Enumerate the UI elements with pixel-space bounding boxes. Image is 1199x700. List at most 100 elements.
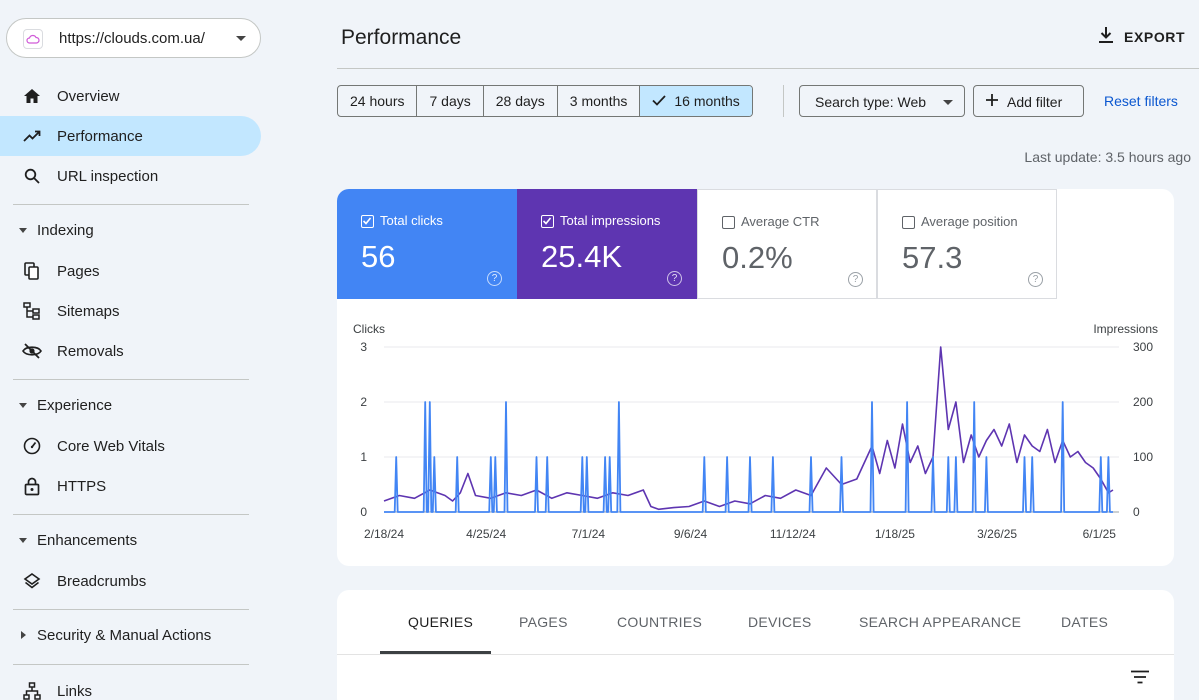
range-label: 16 months [674, 93, 740, 109]
metric-label: Total clicks [380, 213, 443, 228]
tab-search-appearance[interactable]: SEARCH APPEARANCE [859, 614, 1022, 630]
section-label: Indexing [37, 222, 94, 239]
range-24-hours[interactable]: 24 hours [338, 86, 418, 116]
sidebar-item-label: HTTPS [57, 478, 107, 495]
layers-icon [22, 571, 42, 591]
range-label: 7 days [429, 93, 471, 109]
section-label: Security & Manual Actions [37, 627, 212, 644]
section-security[interactable]: Security & Manual Actions [0, 618, 261, 654]
help-icon[interactable]: ? [487, 271, 502, 286]
section-indexing[interactable]: Indexing [0, 213, 261, 249]
sidebar-item-label: Sitemaps [57, 303, 120, 320]
add-filter-button[interactable]: Add filter [973, 85, 1084, 117]
help-icon[interactable]: ? [1028, 272, 1043, 287]
sidebar-item-label: Removals [57, 343, 124, 360]
divider [13, 609, 249, 610]
search-type-dropdown[interactable]: Search type: Web [799, 85, 965, 117]
x-tick-label: 7/1/24 [572, 527, 606, 541]
section-label: Experience [37, 397, 113, 414]
section-label: Enhancements [37, 532, 138, 549]
series-line-impressions [383, 346, 1114, 511]
checkbox[interactable] [902, 216, 915, 229]
divider [783, 85, 784, 117]
date-range-group: 24 hours 7 days 28 days 3 months 16 mont… [337, 85, 753, 117]
divider [337, 654, 1174, 655]
series-line-clicks [384, 401, 1113, 513]
help-icon[interactable]: ? [848, 272, 863, 287]
links-icon [22, 681, 42, 700]
sidebar-item-url-inspection[interactable]: URL inspection [0, 156, 261, 196]
checkbox[interactable] [722, 216, 735, 229]
x-tick-label: 6/1/25 [1083, 527, 1117, 541]
divider [13, 204, 249, 205]
x-tick-label: 1/18/25 [875, 527, 915, 541]
metric-label: Average position [921, 214, 1018, 229]
sidebar-item-breadcrumbs[interactable]: Breadcrumbs [0, 561, 261, 601]
plus-icon [985, 93, 999, 110]
dimension-tabs-card: QUERIES PAGES COUNTRIES DEVICES SEARCH A… [337, 590, 1174, 700]
sidebar-item-label: Performance [57, 128, 143, 145]
tab-queries[interactable]: QUERIES [408, 614, 474, 630]
collapse-arrow-icon [19, 538, 27, 543]
range-16-months[interactable]: 16 months [640, 86, 752, 116]
sidebar-item-sitemaps[interactable]: Sitemaps [0, 291, 261, 331]
search-type-label: Search type: Web [815, 94, 927, 110]
metric-total-impressions[interactable]: Total impressions 25.4K ? [517, 189, 697, 299]
sidebar-item-label: Pages [57, 263, 100, 280]
divider [13, 514, 249, 515]
divider [13, 664, 249, 665]
active-tab-indicator [380, 651, 491, 654]
y-left-axis-title: Clicks [353, 322, 385, 336]
expand-arrow-icon [21, 631, 26, 639]
help-icon[interactable]: ? [667, 271, 682, 286]
divider [13, 379, 249, 380]
property-selector[interactable]: https://clouds.com.ua/ [6, 18, 261, 58]
metric-total-clicks[interactable]: Total clicks 56 ? [337, 189, 517, 299]
range-3-months[interactable]: 3 months [558, 86, 641, 116]
y-left-tick-label: 0 [360, 505, 367, 519]
x-tick-label: 11/12/24 [770, 527, 816, 541]
x-tick-label: 2/18/24 [364, 527, 404, 541]
metric-average-position[interactable]: Average position 57.3 ? [877, 189, 1057, 299]
sidebar-item-pages[interactable]: Pages [0, 251, 261, 291]
metric-value: 57.3 [902, 240, 963, 275]
y-left-tick-label: 3 [360, 340, 367, 354]
section-enhancements[interactable]: Enhancements [0, 523, 261, 559]
checkbox[interactable] [541, 215, 554, 228]
x-tick-label: 4/25/24 [466, 527, 506, 541]
metric-average-ctr[interactable]: Average CTR 0.2% ? [697, 189, 877, 299]
section-experience[interactable]: Experience [0, 388, 261, 424]
chevron-down-icon [943, 100, 953, 105]
tab-devices[interactable]: DEVICES [748, 614, 812, 630]
metric-label: Average CTR [741, 214, 820, 229]
lock-icon [22, 476, 42, 496]
range-7-days[interactable]: 7 days [417, 86, 484, 116]
last-update-text: Last update: 3.5 hours ago [1024, 149, 1191, 165]
performance-chart-card: Total clicks 56 ? Total impressions 25.4… [337, 189, 1174, 566]
range-label: 28 days [495, 93, 545, 109]
x-tick-label: 3/26/25 [977, 527, 1017, 541]
metric-value: 25.4K [541, 239, 623, 274]
sidebar-item-core-web-vitals[interactable]: Core Web Vitals [0, 426, 261, 466]
sidebar-item-performance[interactable]: Performance [0, 116, 261, 156]
sidebar-item-overview[interactable]: Overview [0, 76, 261, 116]
metric-label: Total impressions [560, 213, 661, 228]
sidebar-item-removals[interactable]: Removals [0, 331, 261, 371]
search-icon [22, 166, 42, 186]
reset-filters-link[interactable]: Reset filters [1104, 93, 1178, 109]
tab-dates[interactable]: DATES [1061, 614, 1109, 630]
tab-pages[interactable]: PAGES [519, 614, 568, 630]
metric-value: 0.2% [722, 240, 793, 275]
sidebar-item-links[interactable]: Links [0, 671, 261, 700]
sidebar-item-https[interactable]: HTTPS [0, 466, 261, 506]
trending-up-icon [22, 126, 42, 146]
tab-countries[interactable]: COUNTRIES [617, 614, 703, 630]
collapse-arrow-icon [19, 403, 27, 408]
speedometer-icon [22, 436, 42, 456]
property-url: https://clouds.com.ua/ [59, 30, 205, 47]
y-right-tick-label: 200 [1133, 395, 1153, 409]
checkbox[interactable] [361, 215, 374, 228]
export-button[interactable]: EXPORT [1096, 24, 1185, 50]
filter-list-icon[interactable] [1130, 670, 1150, 689]
range-28-days[interactable]: 28 days [484, 86, 558, 116]
